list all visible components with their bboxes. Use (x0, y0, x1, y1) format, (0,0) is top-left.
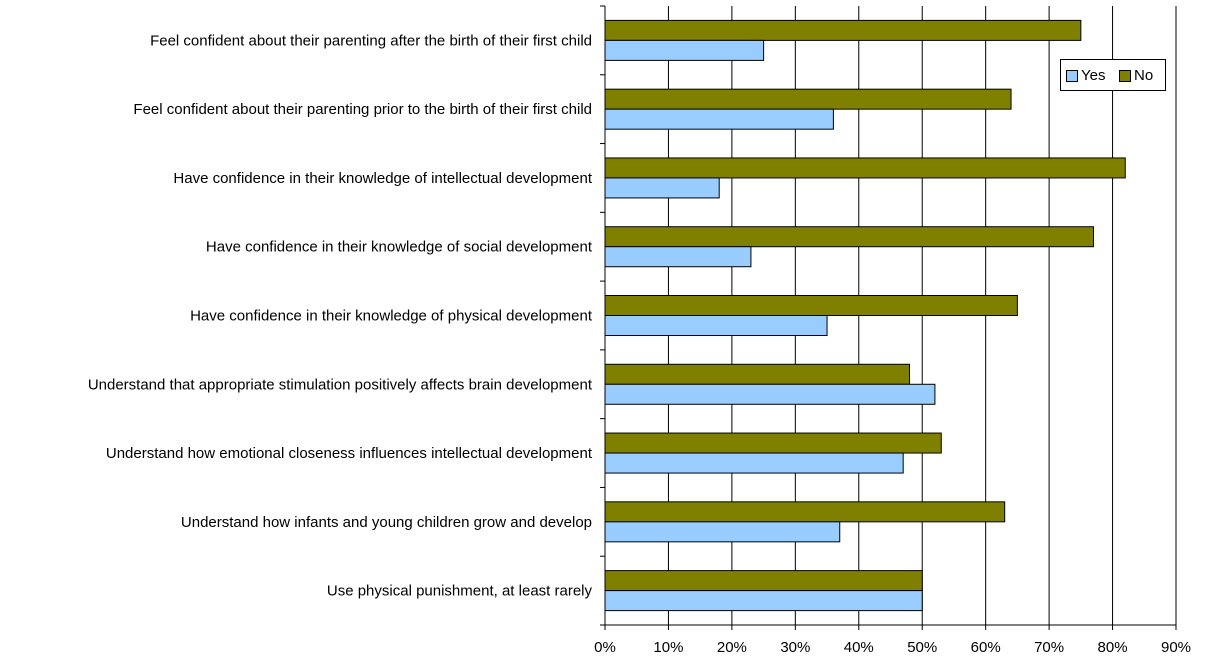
category-label: Feel confident about their parenting pri… (133, 101, 592, 118)
bar-no (604, 363, 911, 385)
legend-label-no: No (1134, 67, 1154, 84)
x-tick-label: 20% (717, 639, 747, 656)
x-tick-label: 40% (844, 639, 874, 656)
bar-yes (604, 590, 923, 612)
bar-yes (604, 108, 834, 130)
category-label: Use physical punishment, at least rarely (327, 583, 593, 600)
bar-no (604, 432, 942, 454)
bar-yes (604, 521, 841, 543)
bar-yes (604, 452, 904, 474)
category-label: Feel confident about their parenting aft… (150, 32, 592, 49)
bar-yes (604, 177, 720, 199)
legend-swatch-no (1119, 69, 1131, 82)
category-label: Have confidence in their knowledge of so… (206, 239, 593, 256)
category-label: Understand how infants and young childre… (181, 514, 592, 531)
legend-item-no: No (1119, 67, 1153, 84)
x-tick-label: 0% (594, 639, 616, 656)
x-tick-label: 90% (1161, 639, 1191, 656)
legend: Yes No (1060, 59, 1166, 91)
bar-no (604, 295, 1018, 316)
x-tick-label: 10% (653, 639, 683, 656)
x-tick-label: 50% (907, 639, 937, 656)
category-label: Have confidence in their knowledge of in… (173, 170, 592, 187)
legend-item-yes: Yes (1066, 67, 1105, 84)
x-tick-label: 70% (1034, 639, 1064, 656)
category-label: Understand how emotional closeness influ… (106, 445, 593, 462)
bar-no (604, 88, 1012, 110)
bar-no (604, 157, 1126, 179)
bar-no (604, 19, 1082, 41)
x-tick-label: 30% (780, 639, 810, 656)
bar-yes (604, 383, 936, 405)
bar-yes (604, 315, 828, 336)
category-label: Have confidence in their knowledge of ph… (190, 308, 593, 325)
legend-swatch-yes (1066, 69, 1078, 82)
bar-yes (604, 246, 752, 268)
legend-label-yes: Yes (1081, 67, 1106, 84)
category-label: Understand that appropriate stimulation … (88, 376, 593, 393)
bar-yes (604, 39, 765, 61)
bar-no (604, 501, 1006, 523)
bar-no (604, 226, 1095, 248)
x-tick-label: 60% (971, 639, 1001, 656)
bar-no (604, 570, 923, 592)
x-tick-label: 80% (1098, 639, 1128, 656)
